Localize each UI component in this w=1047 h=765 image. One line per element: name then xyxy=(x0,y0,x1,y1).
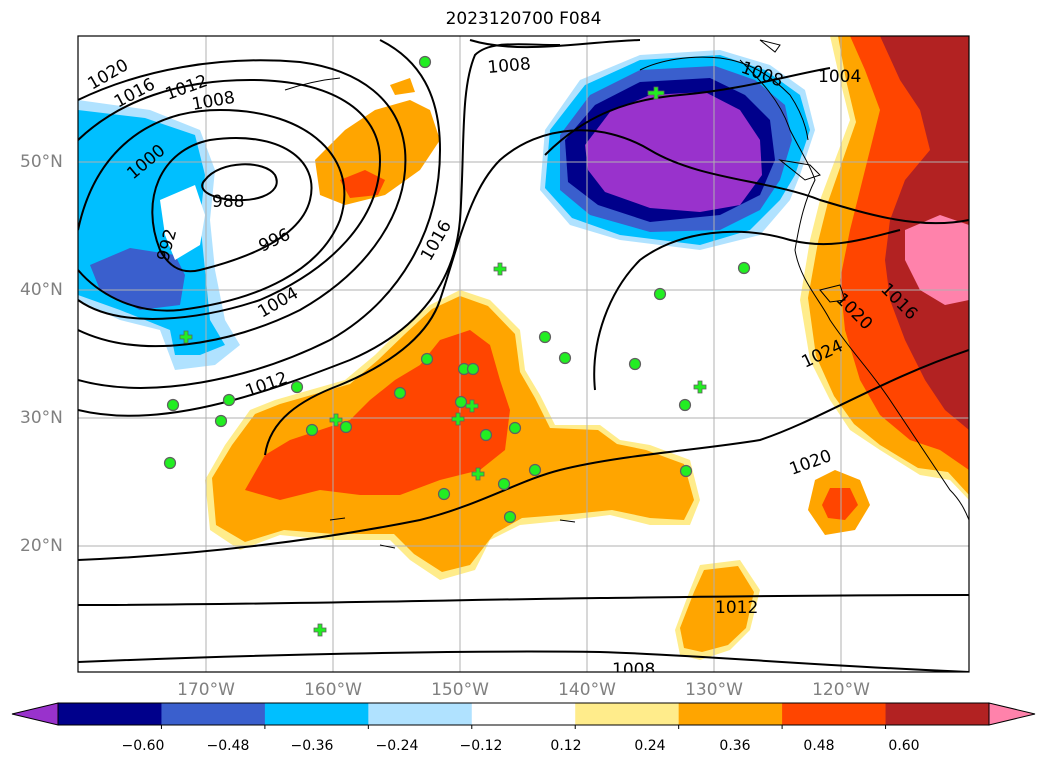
colorbar-segment xyxy=(885,703,990,725)
lat-label-30n: 30°N xyxy=(20,408,63,428)
colorbar-tick: −0.36 xyxy=(290,738,334,754)
colorbar-segment xyxy=(58,703,162,725)
colorbar xyxy=(11,702,1036,729)
obs-markers xyxy=(163,55,751,524)
colorbar-segment xyxy=(264,703,369,725)
pos-anomaly-nw-red xyxy=(340,170,385,198)
lon-label-130w: 130°W xyxy=(685,680,743,700)
colorbar-tick: −0.48 xyxy=(206,738,250,754)
colorbar-segment xyxy=(161,703,266,725)
pos-anomaly-south-orange xyxy=(680,566,754,652)
map-content: 1020 1016 1012 1008 1000 988 992 996 100… xyxy=(78,36,969,680)
obs-plus-markers xyxy=(179,86,707,637)
colorbar-extend-max xyxy=(988,702,1036,726)
lon-label-150w: 150°W xyxy=(431,680,489,700)
pos-anomaly-se-red xyxy=(822,488,858,520)
colorbar-border xyxy=(57,702,990,726)
neg-anomaly-west-gap xyxy=(160,185,205,260)
lon-label-120w: 120°W xyxy=(812,680,870,700)
colorbar-tick: −0.60 xyxy=(121,738,165,754)
lat-label-40n: 40°N xyxy=(20,280,63,300)
isobar-label: 1008 xyxy=(487,54,532,78)
colorbar-segment xyxy=(678,703,783,725)
colorbar-tick: −0.24 xyxy=(375,738,419,754)
isobar-label: 1008 xyxy=(612,660,655,680)
colorbar-tick: 0.24 xyxy=(634,738,666,754)
colorbar-segment xyxy=(575,703,680,725)
lat-label-50n: 50°N xyxy=(20,152,63,172)
colorbar-tick: 0.48 xyxy=(803,738,835,754)
colorbar-segment xyxy=(782,703,887,725)
coastline xyxy=(284,39,969,549)
colorbar-extend-min xyxy=(11,702,59,726)
colorbar-segment xyxy=(471,703,576,725)
lat-label-20n: 20°N xyxy=(20,536,63,556)
pos-anomaly-coast-pink xyxy=(905,215,969,305)
isobar-label: 1004 xyxy=(818,67,861,87)
isobar-label: 988 xyxy=(212,192,244,212)
gridlines xyxy=(78,36,969,672)
neg-anomaly-ne-core xyxy=(585,92,762,212)
colorbar-tick: 0.12 xyxy=(550,738,582,754)
neg-anomaly-west-inner xyxy=(90,248,185,310)
lon-label-140w: 140°W xyxy=(558,680,616,700)
chart-title: 2023120700 F084 xyxy=(445,9,602,29)
colorbar-segment xyxy=(368,703,473,725)
pos-anomaly-central-red xyxy=(245,330,510,500)
map-border xyxy=(77,35,970,673)
lon-label-160w: 160°W xyxy=(304,680,362,700)
colorbar-tick: 0.36 xyxy=(719,738,751,754)
colorbar-tick: 0.60 xyxy=(888,738,920,754)
pos-anomaly-small-north xyxy=(390,78,415,95)
isobars xyxy=(78,39,969,672)
lon-label-170w: 170°W xyxy=(177,680,235,700)
isobar-label: 1012 xyxy=(715,598,758,618)
colorbar-tick: −0.12 xyxy=(459,738,503,754)
